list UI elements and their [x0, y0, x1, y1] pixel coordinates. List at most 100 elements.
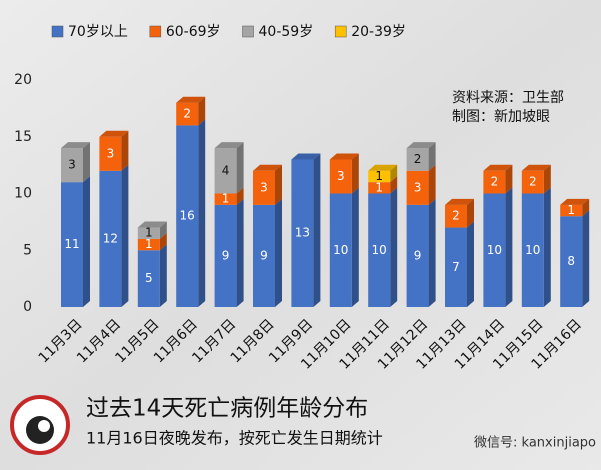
bar-segment: [214, 204, 237, 307]
data-label: 1: [222, 192, 230, 206]
bar-segment: [560, 204, 583, 217]
data-label: 9: [414, 248, 422, 262]
bar-segment: [368, 193, 391, 307]
data-label: 1: [375, 169, 383, 183]
bar-segment: [253, 204, 275, 307]
bar-segment: [61, 182, 83, 307]
data-label: 2: [183, 107, 191, 121]
bar-side: [505, 164, 513, 194]
data-label: 8: [567, 254, 575, 268]
bar-side: [198, 96, 206, 126]
bar-segment: [483, 193, 506, 307]
bar-top: [483, 164, 513, 171]
bar-side: [582, 210, 590, 307]
bar-segment: [329, 159, 352, 194]
data-label: 5: [145, 271, 153, 285]
data-label: 3: [260, 180, 268, 194]
bar-side: [467, 221, 474, 307]
bar-side: [390, 176, 398, 194]
bar-side: [505, 187, 513, 307]
bar-side: [582, 198, 590, 217]
bar-top: [329, 153, 359, 160]
bar-side: [159, 221, 167, 239]
data-label: 9: [222, 248, 230, 262]
bar-segment: [560, 216, 583, 307]
bar-side: [236, 187, 244, 205]
data-label: 10: [372, 243, 387, 257]
bar-segment: [137, 238, 160, 251]
bar-side: [159, 232, 167, 251]
bar-top: [291, 153, 321, 160]
bar-side: [275, 198, 282, 307]
bar-side: [121, 164, 129, 307]
bar-segment: [61, 148, 83, 183]
data-label: 1: [567, 203, 575, 217]
legend-swatch: [242, 25, 254, 38]
bar-side: [275, 164, 282, 205]
legend-swatch: [149, 25, 162, 38]
bar-segment: [521, 193, 544, 307]
bar-top: [368, 164, 398, 171]
legend-swatch: [334, 25, 347, 38]
bar-side: [428, 164, 436, 205]
bar-segment: [406, 204, 429, 307]
bar-segment: [329, 193, 352, 307]
y-tick-label: 10: [14, 186, 32, 202]
data-label: 11: [64, 237, 79, 251]
credit-note: 制图：新加坡眼: [452, 109, 550, 125]
bar-side: [236, 142, 244, 194]
y-tick-label: 5: [23, 242, 32, 258]
y-tick-label: 15: [14, 129, 32, 145]
bar-top: [99, 130, 129, 137]
bar-side: [83, 142, 90, 183]
source-note: 资料来源：卫生部: [452, 90, 564, 106]
bar-top: [560, 198, 590, 205]
bar-segment: [406, 148, 429, 171]
data-label: 7: [452, 260, 460, 274]
bar-side: [390, 187, 398, 307]
data-label: 10: [333, 243, 348, 257]
chart-title: 过去14天死亡病例年龄分布: [86, 396, 368, 422]
bar-segment: [214, 148, 237, 194]
bar-segment: [176, 125, 199, 308]
logo: [10, 395, 70, 455]
bar-side: [236, 198, 244, 307]
bar-top: [137, 221, 167, 228]
y-tick-label: 0: [23, 299, 32, 315]
watermark: 微信号: kanxinjiapo: [474, 436, 596, 451]
data-label: 4: [222, 163, 230, 177]
data-label: 3: [107, 146, 115, 160]
data-label: 9: [260, 248, 268, 262]
data-label: 12: [103, 231, 118, 245]
bar-side: [83, 176, 90, 307]
data-label: 13: [295, 226, 310, 240]
data-label: 3: [337, 169, 345, 183]
bar-segment: [214, 193, 237, 205]
bar-side: [351, 187, 359, 307]
data-label: 3: [68, 158, 76, 172]
bar-side: [159, 244, 167, 307]
bar-side: [390, 164, 398, 183]
bar-side: [351, 153, 359, 194]
bar-side: [467, 198, 474, 228]
bar-top: [445, 198, 474, 205]
bar-side: [543, 187, 551, 307]
bar-top: [214, 142, 244, 149]
bar-segment: [99, 170, 122, 307]
legend-label: 60-69岁: [166, 24, 221, 40]
legend-swatch: [51, 25, 64, 38]
data-label: 2: [452, 209, 460, 223]
data-label: 10: [525, 243, 540, 257]
bar-top: [253, 164, 282, 171]
data-label: 1: [145, 237, 153, 251]
bar-segment: [406, 170, 429, 205]
chart-subtitle: 11月16日夜晚发布，按死亡发生日期统计: [86, 429, 383, 448]
data-label: 3: [414, 180, 422, 194]
data-label: 10: [487, 243, 502, 257]
bar-side: [428, 198, 436, 307]
bar-segment: [253, 170, 275, 205]
bar-segment: [137, 250, 160, 307]
bar-segment: [176, 102, 199, 126]
bar-segment: [137, 227, 160, 239]
